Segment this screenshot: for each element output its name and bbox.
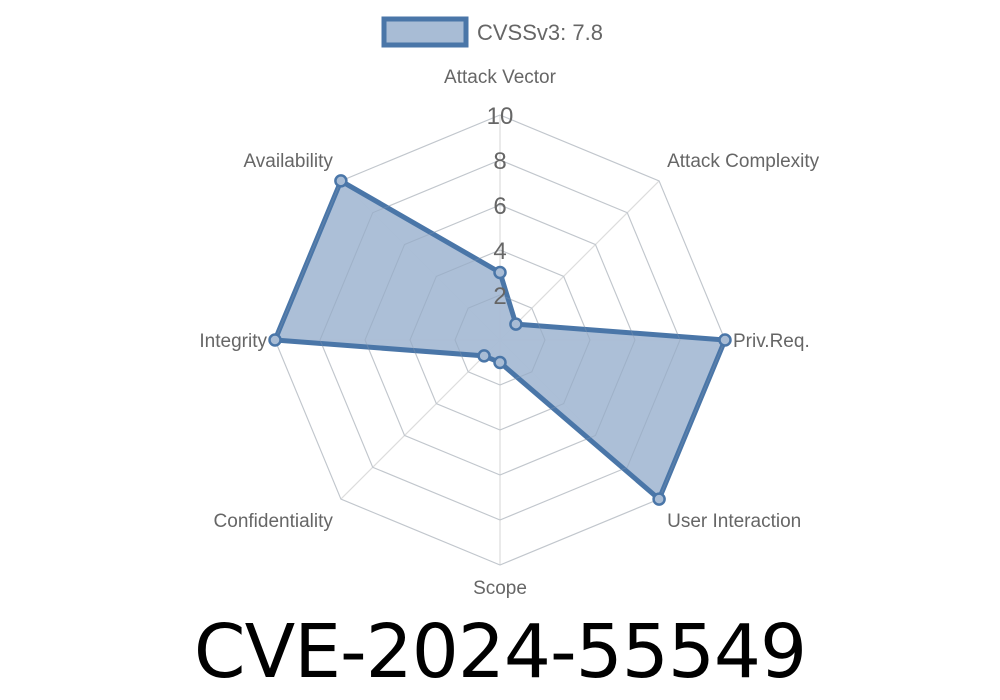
axis-label: Scope bbox=[473, 578, 527, 599]
data-point bbox=[268, 333, 282, 347]
data-point bbox=[718, 333, 732, 347]
tick-label: 6 bbox=[493, 193, 506, 220]
grid-ring-overlay bbox=[364, 204, 636, 476]
grid-ring-overlay bbox=[274, 114, 726, 566]
grid-ring-overlay bbox=[454, 294, 546, 386]
cve-title: CVE-2024-55549 bbox=[193, 609, 807, 695]
grid-ring-overlay bbox=[319, 159, 681, 521]
axis-label: User Interaction bbox=[667, 511, 801, 532]
axis-label: Integrity bbox=[199, 331, 267, 352]
data-point bbox=[493, 355, 507, 370]
legend-swatch bbox=[381, 16, 469, 48]
axis-label: Priv.Req. bbox=[733, 331, 810, 352]
data-point bbox=[509, 317, 523, 331]
axis-label: Attack Vector bbox=[444, 67, 557, 88]
data-point bbox=[334, 174, 348, 188]
data-point bbox=[652, 492, 666, 506]
axis-label: Confidentiality bbox=[214, 511, 334, 532]
data-point bbox=[477, 349, 491, 363]
data-point bbox=[493, 265, 507, 280]
tick-label: 10 bbox=[487, 103, 514, 130]
grid-ring-overlay bbox=[409, 249, 591, 431]
tick-label: 2 bbox=[493, 283, 506, 310]
axis-label: Attack Complexity bbox=[667, 151, 820, 172]
tick-label: 8 bbox=[493, 148, 506, 175]
axis-label: Availability bbox=[243, 151, 333, 172]
grid-spoke bbox=[340, 339, 501, 500]
legend-label: CVSSv3: 7.8 bbox=[477, 20, 603, 45]
tick-label: 4 bbox=[493, 238, 506, 265]
grid-spoke bbox=[499, 180, 660, 341]
